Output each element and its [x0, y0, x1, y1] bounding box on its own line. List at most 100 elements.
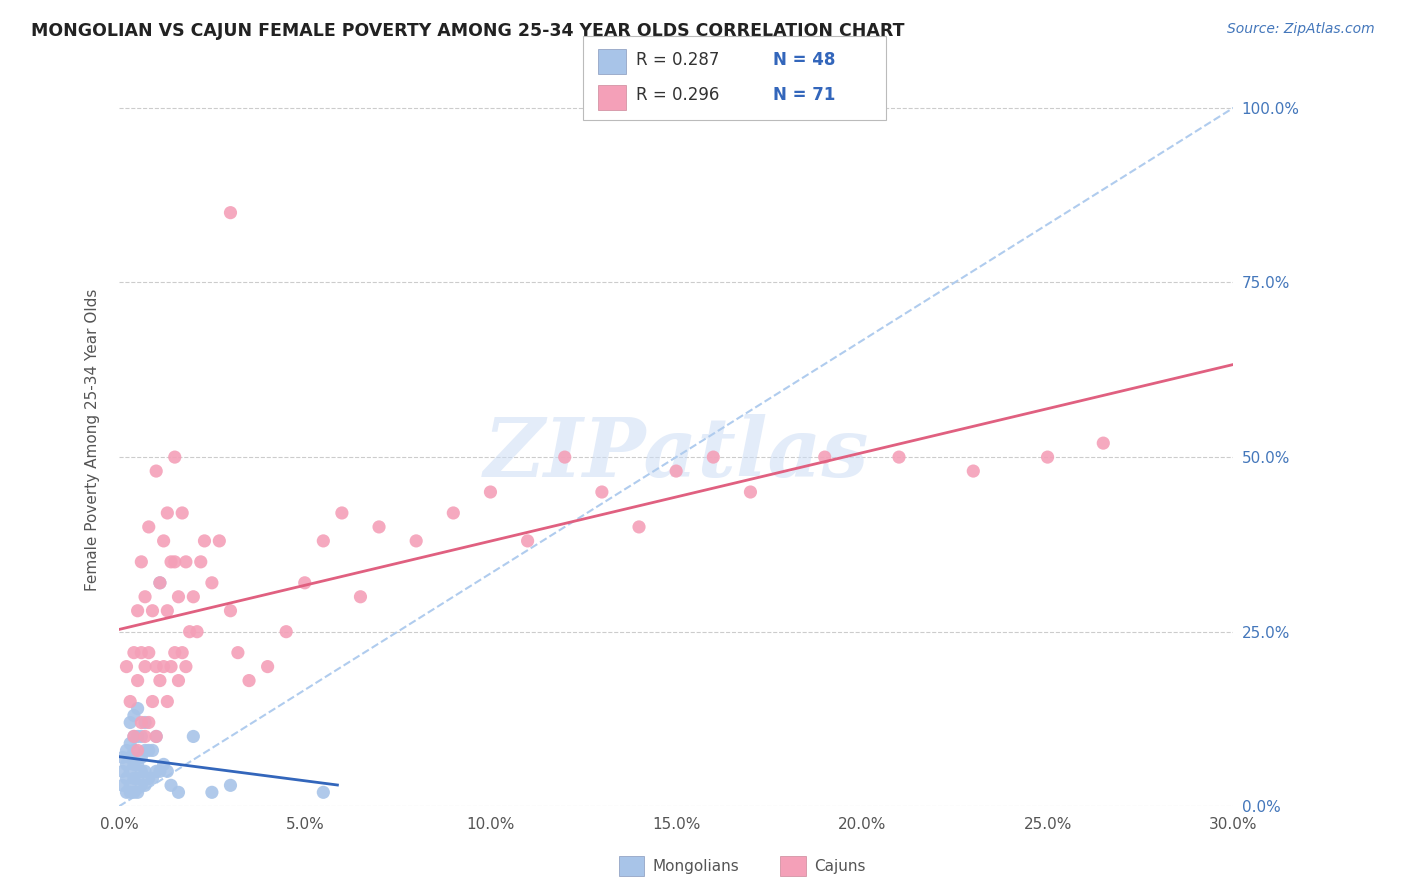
Point [138, 743, 160, 757]
Point [120, 778, 142, 792]
Text: R = 0.296: R = 0.296 [636, 87, 718, 104]
Point [145, 730, 167, 744]
Point [179, 624, 201, 639]
Point [219, 604, 242, 618]
Point [190, 555, 212, 569]
Point [156, 694, 179, 708]
Point [120, 736, 142, 750]
Point [127, 785, 149, 799]
Point [516, 533, 538, 548]
Point [312, 533, 335, 548]
Point [167, 673, 190, 688]
Point [134, 764, 156, 779]
Point [740, 485, 762, 500]
Text: Source: ZipAtlas.com: Source: ZipAtlas.com [1227, 22, 1375, 37]
Point [115, 659, 138, 673]
Text: ZIPatlas: ZIPatlas [484, 414, 869, 494]
Point [120, 750, 142, 764]
Point [256, 659, 278, 673]
Point [312, 785, 335, 799]
Point [183, 590, 205, 604]
Point [131, 555, 153, 569]
Point [134, 715, 156, 730]
Point [149, 575, 172, 590]
Text: N = 71: N = 71 [773, 87, 835, 104]
Point [149, 575, 172, 590]
Point [160, 555, 183, 569]
Point [156, 604, 179, 618]
Point [152, 757, 174, 772]
Point [294, 575, 316, 590]
Point [111, 778, 134, 792]
Point [141, 772, 163, 786]
Point [141, 604, 163, 618]
Legend:  [1215, 80, 1226, 91]
Point [330, 506, 353, 520]
Point [219, 778, 242, 792]
Point [163, 450, 186, 464]
Point [115, 772, 138, 786]
Point [145, 659, 167, 673]
Point [276, 624, 298, 639]
Point [186, 624, 208, 639]
Point [441, 506, 464, 520]
Point [120, 694, 142, 708]
Point [134, 659, 156, 673]
Point [172, 646, 194, 660]
Point [131, 778, 153, 792]
Point [163, 646, 186, 660]
Point [122, 730, 145, 744]
Point [163, 555, 186, 569]
Point [238, 673, 260, 688]
Text: MONGOLIAN VS CAJUN FEMALE POVERTY AMONG 25-34 YEAR OLDS CORRELATION CHART: MONGOLIAN VS CAJUN FEMALE POVERTY AMONG … [31, 22, 904, 40]
Point [127, 743, 149, 757]
Point [554, 450, 576, 464]
Point [127, 757, 149, 772]
Point [183, 730, 205, 744]
Point [138, 520, 160, 534]
Point [131, 750, 153, 764]
Point [134, 743, 156, 757]
Point [115, 785, 138, 799]
Point [1036, 450, 1059, 464]
Point [208, 533, 231, 548]
Point [1092, 436, 1115, 450]
Point [627, 520, 650, 534]
Point [167, 590, 190, 604]
Point [145, 764, 167, 779]
Point [193, 533, 215, 548]
Point [219, 205, 242, 219]
Point [149, 673, 172, 688]
Text: R = 0.287: R = 0.287 [636, 51, 718, 69]
Point [131, 764, 153, 779]
Point [122, 646, 145, 660]
Point [665, 464, 688, 478]
Point [405, 533, 427, 548]
Point [156, 506, 179, 520]
Point [115, 757, 138, 772]
Text: Cajuns: Cajuns [814, 859, 866, 873]
Point [174, 659, 197, 673]
Point [122, 708, 145, 723]
Point [122, 772, 145, 786]
Point [152, 533, 174, 548]
Point [141, 694, 163, 708]
Point [174, 555, 197, 569]
Point [127, 730, 149, 744]
Point [131, 715, 153, 730]
Point [127, 772, 149, 786]
Point [122, 730, 145, 744]
Point [127, 604, 149, 618]
Point [120, 715, 142, 730]
Point [160, 659, 183, 673]
Point [160, 778, 183, 792]
Point [122, 785, 145, 799]
Point [138, 646, 160, 660]
Point [111, 750, 134, 764]
Point [120, 764, 142, 779]
Point [127, 701, 149, 715]
Point [172, 506, 194, 520]
Point [702, 450, 724, 464]
Point [134, 730, 156, 744]
Point [134, 590, 156, 604]
